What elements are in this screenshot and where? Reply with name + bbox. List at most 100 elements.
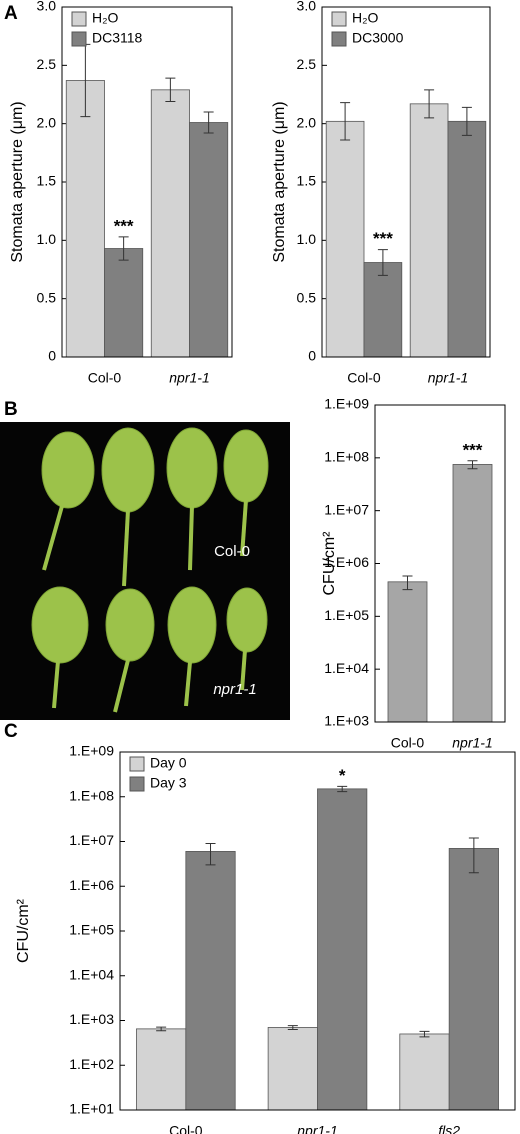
error-bar [461,106,472,136]
y-tick-label: 1.E+02 [69,1056,114,1072]
y-tick-label: 0.5 [297,289,317,305]
annotation: * [339,766,346,785]
bar [387,581,428,723]
x-tick-label: Col-0 [169,1123,203,1134]
y-tick-label: 1.E+06 [324,554,369,570]
x-tick-label: npr1-1 [297,1123,337,1134]
panel-label: C [4,721,18,742]
y-tick-label: 1.E+05 [69,922,114,938]
bar [65,80,105,358]
bar [185,851,236,1111]
y-tick-label: 2.0 [297,114,317,130]
y-axis-label: CFU/cm² [15,898,32,963]
plot-frame [119,751,516,1111]
photo-label: Col-0 [214,543,250,560]
bar [325,120,365,358]
y-tick-label: 1.0 [297,231,317,247]
legend-label: H₂O [92,10,119,26]
annotation: *** [373,229,393,248]
y-tick-label: 1.E+04 [324,660,369,676]
x-tick-label: Col-0 [347,370,381,386]
error-bar [377,249,388,276]
error-bar [205,843,216,866]
plot-frame [61,6,233,358]
photo-label: npr1-1 [213,681,256,698]
y-tick-label: 1.5 [37,173,57,189]
legend-swatch [129,756,145,772]
y-tick-label: 2.5 [297,56,317,72]
legend-label: Day 0 [150,755,187,771]
panel-label: B [4,399,18,420]
y-tick-label: 1.5 [297,173,317,189]
x-tick-label: npr1-1 [452,735,492,751]
plot-frame [321,6,491,358]
legend-swatch [331,11,347,27]
legend-swatch [129,776,145,792]
y-tick-label: 3.0 [37,0,57,14]
legend-swatch [71,31,87,47]
bar [399,1033,450,1111]
x-tick-label: Col-0 [391,735,425,751]
error-bar [203,111,214,134]
y-tick-label: 2.5 [37,56,57,72]
y-tick-label: 1.E+06 [69,877,114,893]
error-bar [467,460,478,470]
bar [267,1027,318,1111]
y-tick-label: 0 [308,348,316,364]
error-bar [340,102,351,141]
error-bar [424,89,435,119]
bar [452,464,493,723]
bar [317,788,368,1111]
error-bar [165,77,176,102]
y-tick-label: 1.E+01 [69,1101,114,1117]
y-tick-label: 1.E+09 [324,396,369,412]
error-bar [118,236,129,261]
error-bar [337,785,348,793]
legend-label: DC3118 [92,30,143,46]
legend-label: Day 3 [150,775,187,791]
y-tick-label: 1.E+05 [324,607,369,623]
y-tick-label: 0 [48,348,56,364]
y-tick-label: 3.0 [297,0,317,14]
y-tick-label: 2.0 [37,114,57,130]
bar [136,1028,187,1111]
legend-swatch [71,11,87,27]
legend-swatch [331,31,347,47]
y-tick-label: 1.E+07 [324,501,369,517]
y-tick-label: 1.E+08 [324,449,369,465]
x-tick-label: Col-0 [88,370,122,386]
annotation: *** [114,216,134,235]
error-bar [287,1025,298,1030]
x-tick-label: npr1-1 [428,370,468,386]
y-axis-label: CFU/cm² [321,531,338,596]
bar [409,103,449,358]
error-bar [419,1030,430,1038]
x-tick-label: fls2 [438,1123,460,1134]
bar [104,248,144,358]
y-tick-label: 1.E+04 [69,966,114,982]
x-tick-label: npr1-1 [169,370,209,386]
bar [363,262,403,358]
y-tick-label: 1.E+09 [69,743,114,759]
panel-label: A [4,3,18,24]
error-bar [156,1026,167,1032]
y-tick-label: 0.5 [37,289,57,305]
legend-label: H₂O [352,10,379,26]
annotation: *** [463,440,483,459]
y-axis-label: Stomata aperture (μm) [9,101,26,262]
leaf-photo: Col-0 npr1-1 [0,422,290,720]
bar [189,122,229,358]
y-axis-label: Stomata aperture (μm) [271,101,288,262]
error-bar [402,575,413,591]
bar [150,89,190,358]
bar [447,120,487,358]
legend-label: DC3000 [352,30,404,46]
y-tick-label: 1.E+07 [69,832,114,848]
plot-frame [374,404,506,723]
y-tick-label: 1.E+08 [69,787,114,803]
y-tick-label: 1.E+03 [69,1011,114,1027]
error-bar [468,837,479,874]
bar [448,848,499,1111]
y-tick-label: 1.E+03 [324,713,369,729]
